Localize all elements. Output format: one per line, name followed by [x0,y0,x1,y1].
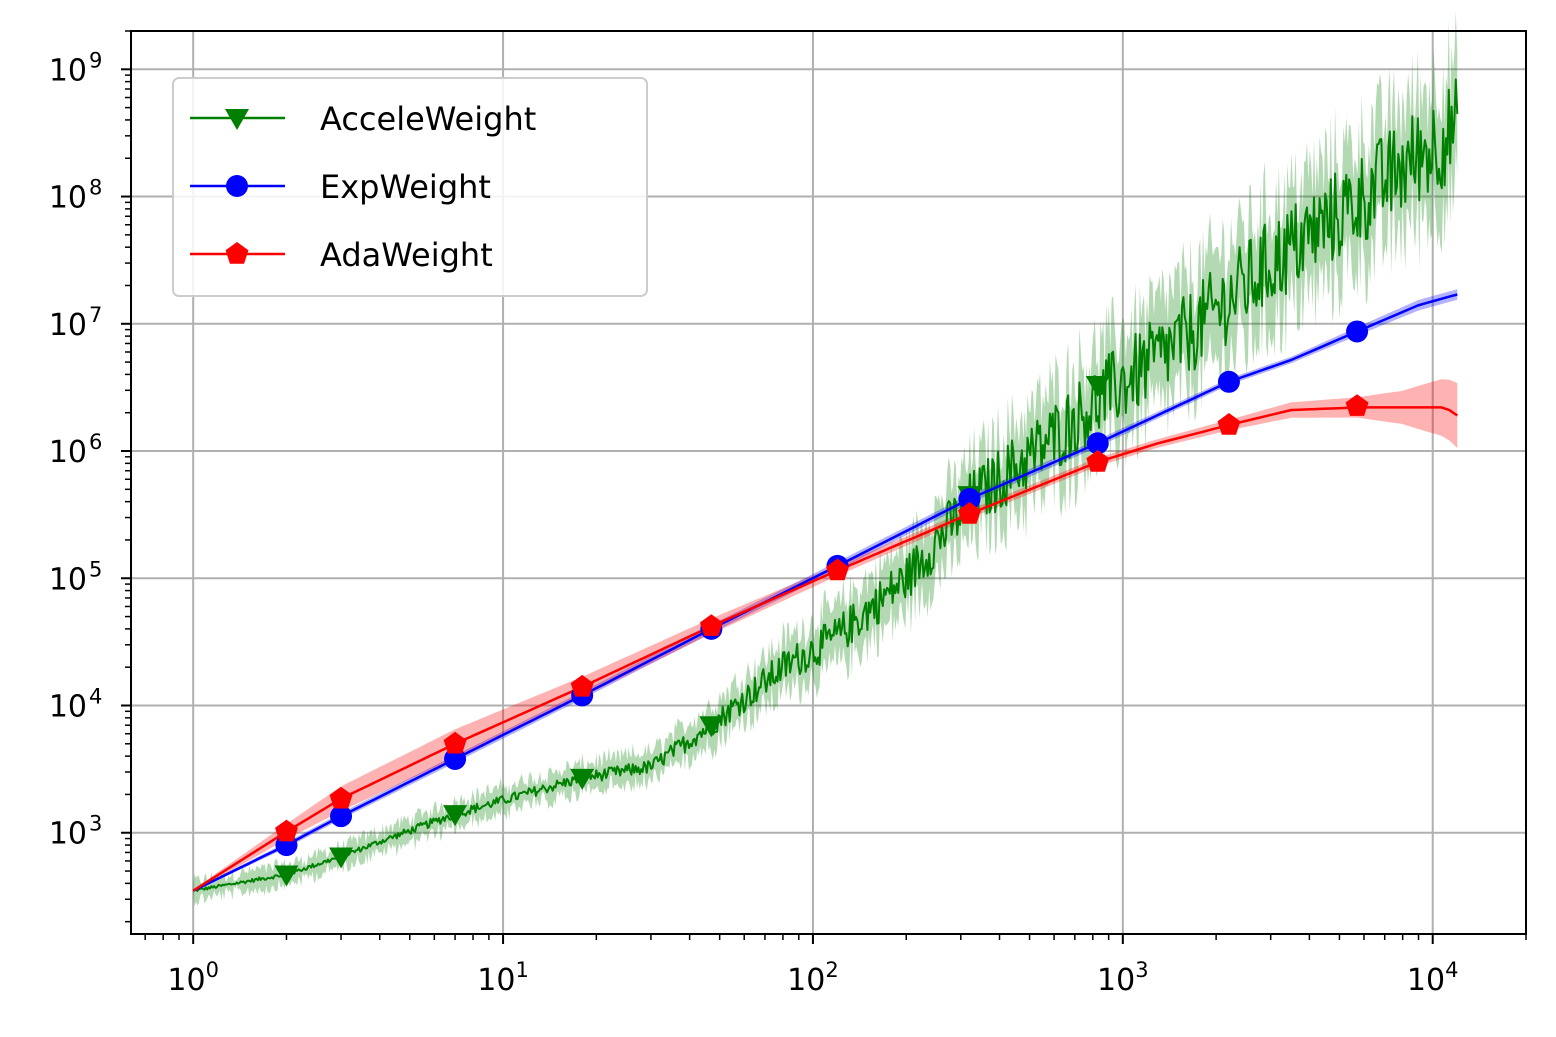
legend-label-expweight: ExpWeight [320,168,491,206]
x-tick-label: 101 [477,958,529,998]
x-tick-label: 103 [1097,958,1149,998]
line-acceleweight [193,78,1459,892]
y-tick-label: 105 [49,557,103,597]
y-axis: 103 104 105 106 107 108 109 [49,30,131,923]
marker-expweight [1086,432,1109,455]
marker-expweight [958,487,981,510]
y-tick-label: 108 [49,176,103,216]
x-tick-label: 104 [1407,958,1459,998]
marker-adaweight [699,614,723,636]
marker-acceleweight [1085,376,1110,398]
marker-acceleweight [443,805,468,827]
marker-acceleweight [699,716,724,738]
series-markers [274,320,1369,887]
marker-adaweight [1345,394,1369,416]
y-tick-label: 109 [49,48,103,88]
legend-entry-adaweight: AdaWeight [190,236,493,274]
plot-frame [130,30,1527,935]
marker-acceleweight [329,847,354,869]
marker-adaweight [958,501,981,524]
marker-adaweight [443,731,467,754]
series-lines [192,78,1459,892]
y-tick-label: 106 [49,430,103,470]
marker-expweight [1217,370,1240,393]
line-expweight [192,293,1458,892]
legend-label-acceleweight: AcceleWeight [320,100,536,138]
y-tick-label: 103 [49,812,103,852]
legend: AcceleWeight ExpWeight AdaWeight [172,77,648,297]
y-tick-label: 107 [49,303,103,343]
marker-adaweight [826,558,849,581]
legend-label-adaweight: AdaWeight [320,236,493,274]
line-adaweight [192,406,1459,892]
x-axis: 100 101 102 103 104 [144,934,1527,998]
marker-adaweight [1086,449,1110,472]
y-tick-label: 104 [49,684,103,724]
marker-expweight [1346,320,1369,343]
legend-entry-acceleweight: AcceleWeight [190,100,536,138]
x-tick-label: 102 [787,958,839,998]
x-tick-label: 100 [167,958,219,998]
legend-marker-pentagon [225,242,249,264]
legend-marker-circle [226,175,248,197]
marker-expweight [330,805,353,828]
marker-adaweight [329,786,353,809]
legend-marker-triangle-down [225,109,249,130]
marker-adaweight [275,819,298,842]
legend-box [172,77,648,297]
marker-adaweight [1217,413,1241,435]
legend-entry-expweight: ExpWeight [190,168,491,206]
grid-lines [131,31,1526,934]
marker-adaweight [570,674,594,697]
marker-acceleweight [274,865,299,887]
marker-acceleweight [570,768,595,790]
